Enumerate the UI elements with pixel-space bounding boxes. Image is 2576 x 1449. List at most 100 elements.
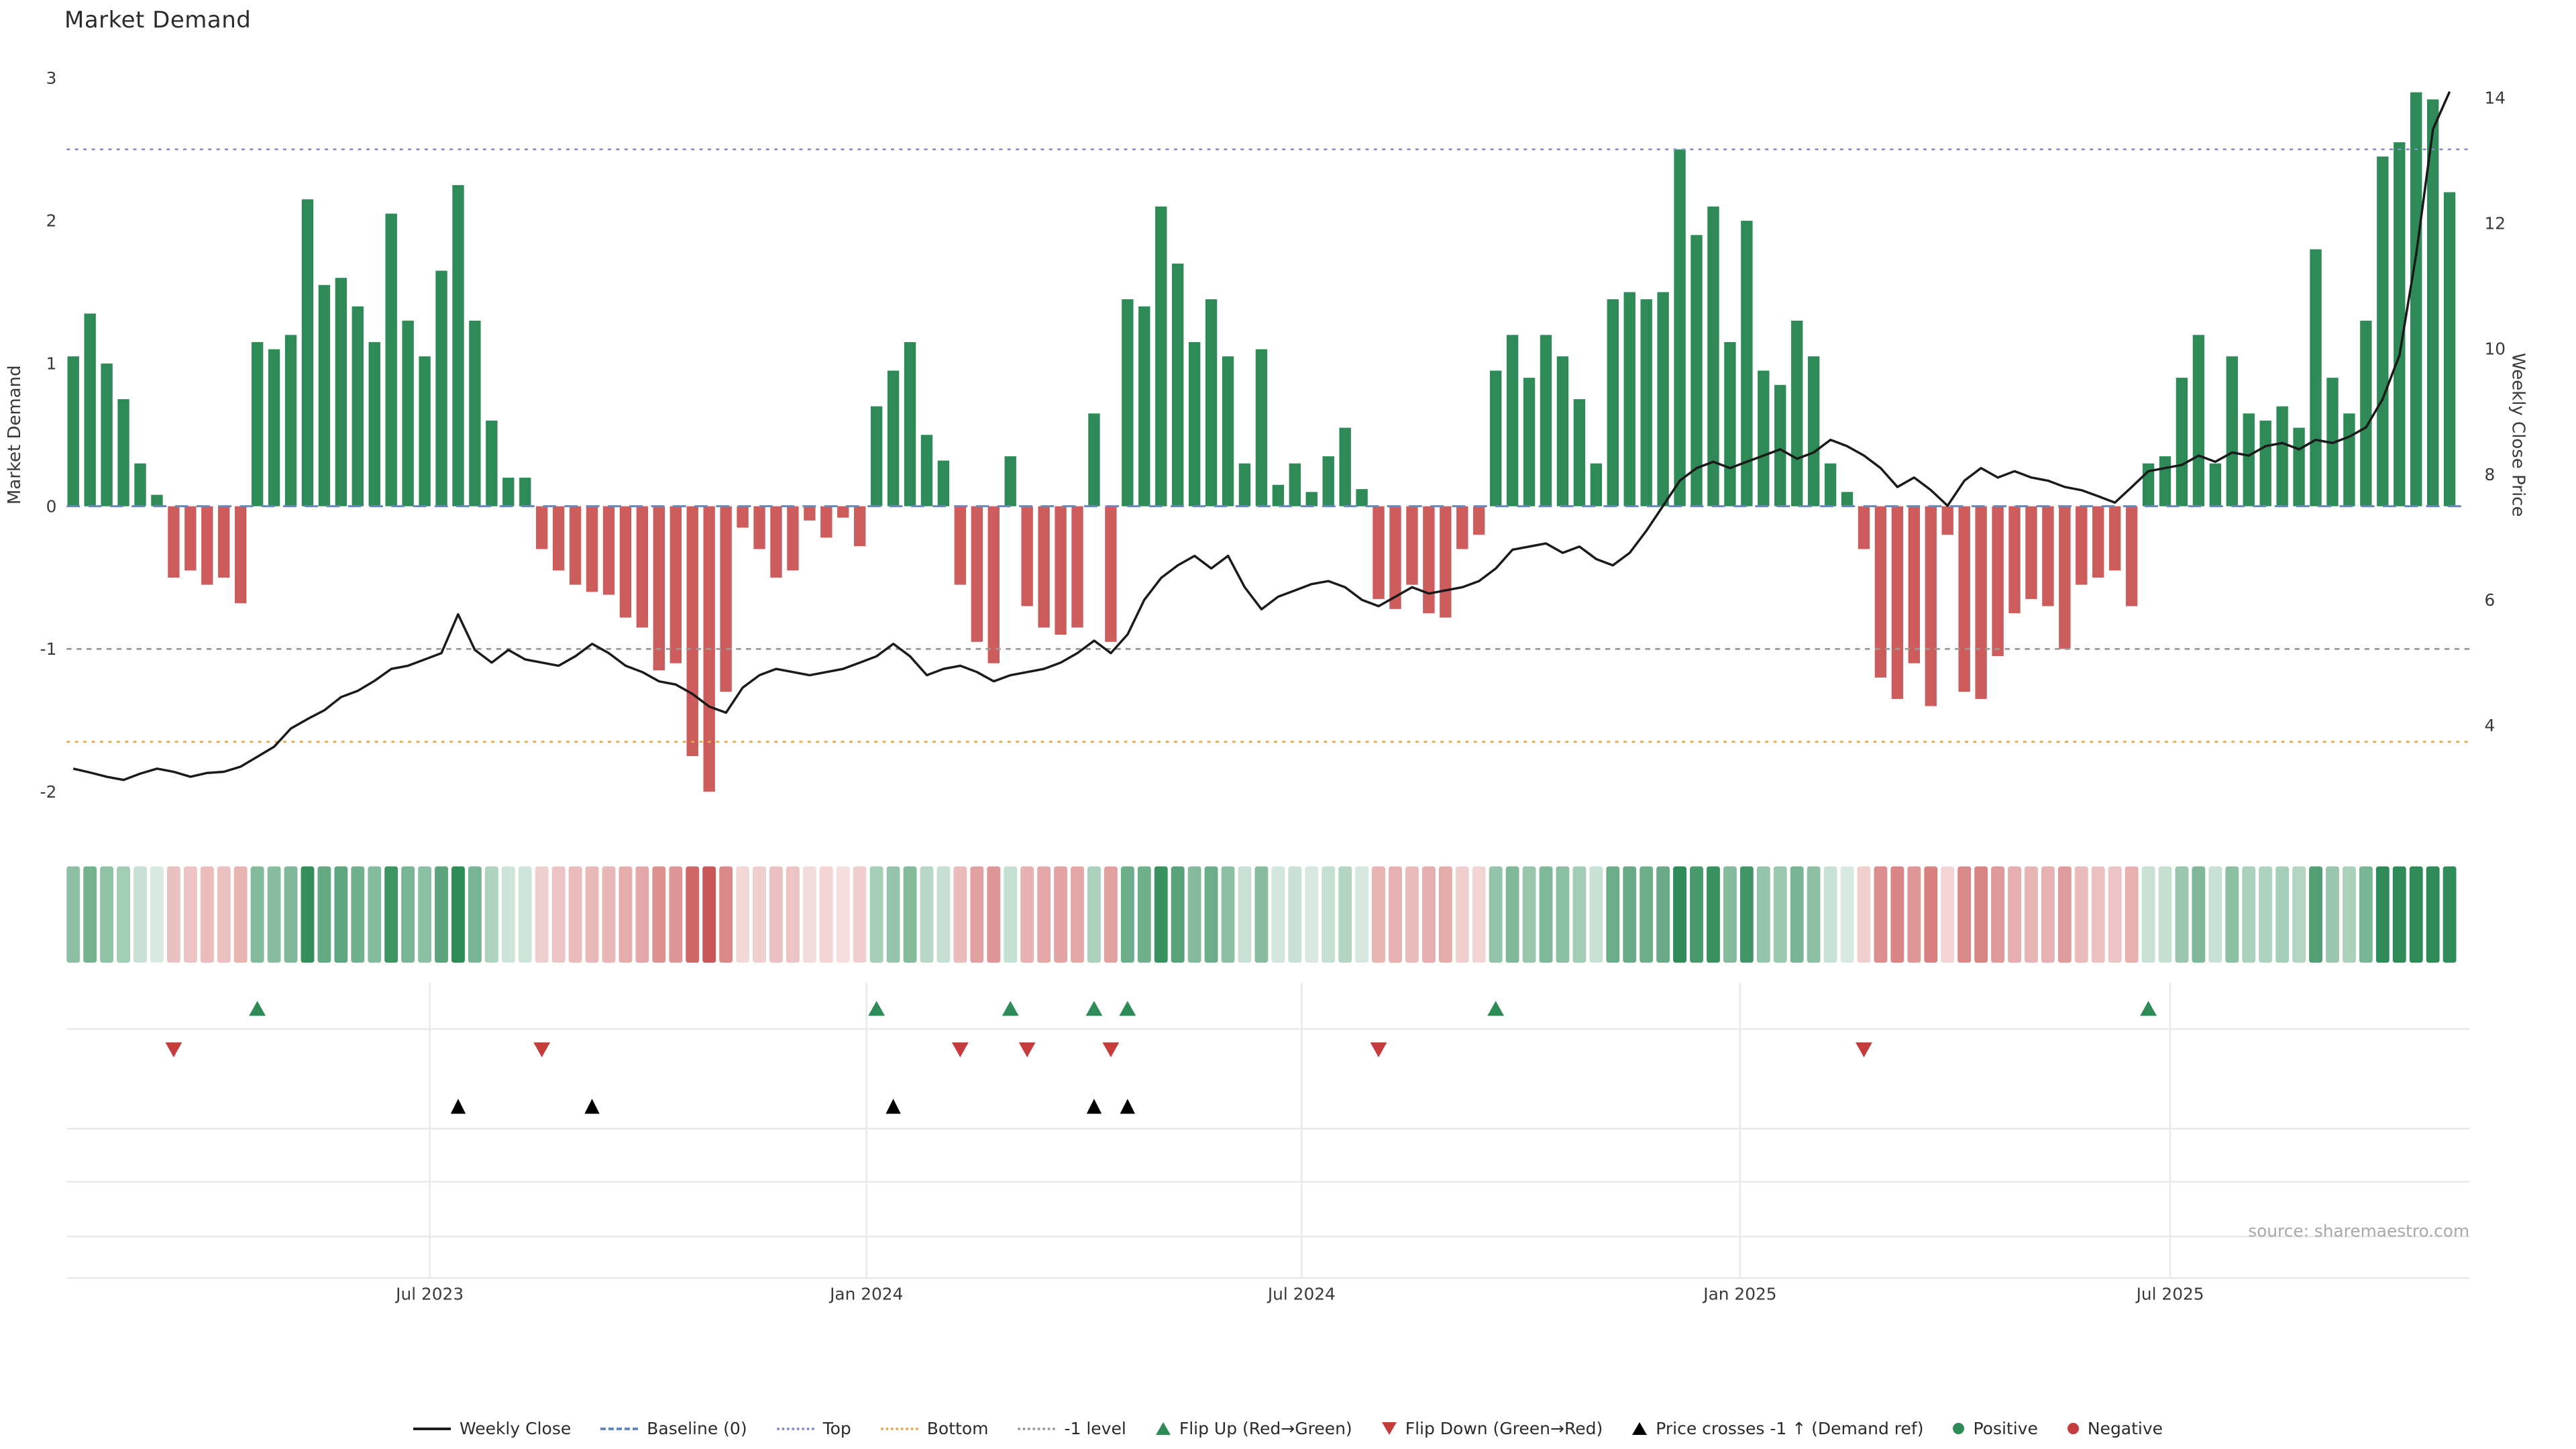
flip-down-marker [951,1042,969,1058]
positive-demand-bar [368,341,380,506]
heatmap-cell [1723,866,1737,963]
negative-demand-bar [1992,506,2004,657]
chart-legend: Weekly Close Baseline (0) Top Bottom -1 leve… [0,1419,2576,1438]
positive-demand-bar [1556,356,1569,506]
heatmap-cell [2108,866,2122,963]
negative-demand-bar [669,506,682,663]
positive-demand-bar [1272,484,1285,506]
positive-demand-bar [2310,249,2322,506]
positive-demand-bar [1741,221,1753,506]
heatmap-cell [1187,866,1201,963]
flip-up-marker [249,1000,266,1016]
positive-demand-bar [920,435,933,506]
heatmap-cell [267,866,281,963]
heatmap-cell [1071,866,1084,963]
flip-up-marker [1119,1000,1136,1016]
negative-demand-bar [1891,506,1904,699]
heatmap-cell [1171,866,1185,963]
negative-demand-bar [753,506,765,549]
heatmap-cell [1941,866,1955,963]
heatmap-cell [1322,866,1336,963]
positive-demand-bar [1707,206,1719,506]
heatmap-cell [1522,866,1536,963]
negative-demand-bar [1958,506,1970,692]
positive-demand-bar [2343,413,2355,506]
negative-demand-bar [2076,506,2088,585]
positive-demand-bar [1138,306,1150,506]
dotted-line-icon [776,1427,814,1430]
positive-demand-bar [1289,463,1301,506]
positive-demand-bar [937,460,950,506]
negative-demand-bar [1038,506,1050,628]
heatmap-cell [736,866,750,963]
right-axis-tick-label: 8 [2484,465,2495,484]
positive-demand-bar [486,420,498,506]
positive-demand-bar [1774,384,1786,506]
heatmap-cell [551,866,566,963]
negative-demand-bar [2108,506,2121,571]
positive-demand-bar [318,284,331,506]
positive-demand-bar [1205,299,1218,506]
circle-icon [1953,1423,1965,1434]
heatmap-cell [1807,866,1821,963]
heatmap-cell [769,866,783,963]
negative-demand-bar [1975,506,1987,699]
negative-demand-bar [1874,506,1887,678]
heatmap-cell [1405,866,1419,963]
heatmap-cell [1823,866,1837,963]
legend-label: Positive [1973,1419,2038,1438]
negative-demand-bar [168,506,180,578]
positive-demand-bar [67,356,79,506]
heatmap-cell [652,866,666,963]
negative-demand-bar [1456,506,1468,549]
positive-demand-bar [335,278,347,506]
positive-demand-bar [469,321,481,506]
positive-demand-bar [1506,335,1519,506]
heatmap-cell [568,866,582,963]
negative-demand-bar [1055,506,1067,635]
positive-demand-bar [385,213,397,506]
flip-down-marker [533,1042,551,1058]
positive-demand-bar [2243,413,2255,506]
heatmap-cell [501,866,515,963]
right-axis-tick-label: 10 [2484,339,2506,359]
heatmap-cell [2275,866,2290,963]
heatmap-cell [953,866,967,963]
positive-demand-bar [134,463,146,506]
positive-demand-bar [1171,263,1184,506]
positive-demand-bar [1841,492,1854,506]
positive-demand-bar [1540,335,1552,506]
price-cross-marker [584,1098,600,1114]
legend-label: Weekly Close [459,1419,572,1438]
heatmap-cell [853,866,867,963]
flip-up-marker [1085,1000,1103,1016]
legend-label: -1 level [1064,1419,1126,1438]
positive-demand-bar [2293,427,2305,506]
negative-demand-bar [1473,506,1485,535]
negative-demand-bar [1021,506,1033,606]
heatmap-cell [635,866,649,963]
page-title: Market Demand [64,7,252,34]
positive-demand-bar [1824,463,1837,506]
triangle-up-icon [1632,1422,1648,1435]
positive-demand-bar [1356,489,1368,506]
heatmap-cell [250,866,264,963]
heatmap-cell [970,866,984,963]
heatmap-cell [1389,866,1402,963]
positive-demand-bar [870,406,883,506]
heatmap-cell [1372,866,1385,963]
heatmap-cell [217,866,231,963]
negative-demand-bar [1389,506,1401,609]
flip-down-marker [1856,1042,1872,1058]
heatmap-cell [987,866,1001,963]
heatmap-cell [166,866,180,963]
negative-demand-bar [619,506,632,618]
heatmap-cell [2225,866,2239,963]
negative-demand-bar [1925,506,1937,706]
heatmap-cell [585,866,599,963]
heatmap-cell [351,866,365,963]
positive-demand-bar [1255,349,1268,506]
heatmap-cell [2309,866,2322,963]
